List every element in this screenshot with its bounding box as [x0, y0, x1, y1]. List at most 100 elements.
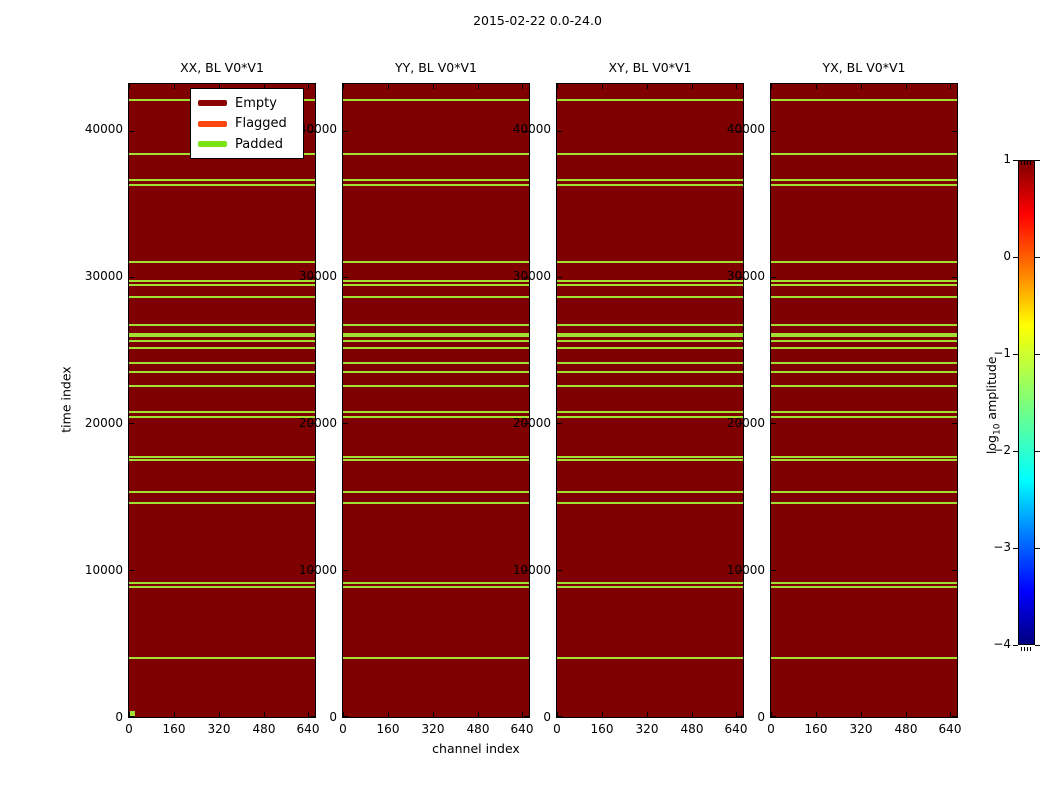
padded-row-line — [557, 459, 743, 461]
x-tick-label: 480 — [894, 722, 918, 736]
y-tick-mark — [343, 570, 348, 571]
y-tick-mark — [129, 423, 134, 424]
y-tick-label: 10000 — [726, 563, 765, 577]
x-tick-mark — [388, 84, 389, 89]
padded-row-line — [557, 411, 743, 413]
x-tick-mark — [647, 84, 648, 89]
y-tick-mark — [738, 277, 743, 278]
x-tick-mark — [433, 712, 434, 717]
y-tick-label: 30000 — [298, 269, 337, 283]
padded-row-line — [343, 491, 529, 493]
colorbar-tick-mark — [1013, 354, 1018, 355]
x-tick-mark — [906, 84, 907, 89]
colorbar-tick-mark — [1035, 451, 1040, 452]
padded-row-line — [771, 416, 957, 418]
padded-row-line — [343, 456, 529, 458]
padded-row-line — [129, 333, 315, 337]
x-tick-mark — [308, 84, 309, 89]
x-tick-mark — [219, 84, 220, 89]
y-tick-label: 30000 — [726, 269, 765, 283]
padded-row-line — [557, 456, 743, 458]
y-tick-mark — [952, 277, 957, 278]
padded-row-line — [771, 296, 957, 298]
padded-row-line — [557, 416, 743, 418]
y-tick-label: 10000 — [512, 563, 551, 577]
y-tick-label: 40000 — [298, 122, 337, 136]
padded-row-line — [129, 459, 315, 461]
padded-row-line — [129, 456, 315, 458]
padded-row-line — [129, 296, 315, 298]
x-tick-mark — [861, 84, 862, 89]
y-tick-mark — [557, 570, 562, 571]
colorbar-tick-label: −3 — [993, 540, 1011, 554]
padded-row-line — [129, 657, 315, 659]
padded-row-line — [129, 582, 315, 584]
x-tick-mark — [950, 84, 951, 89]
colorbar-tick-label: −4 — [993, 637, 1011, 651]
padded-row-line — [557, 153, 743, 155]
subplot-title: YY, BL V0*V1 — [395, 60, 477, 75]
y-tick-mark — [771, 277, 776, 278]
y-tick-label: 20000 — [512, 416, 551, 430]
x-tick-mark — [478, 712, 479, 717]
y-tick-mark — [952, 716, 957, 717]
x-tick-label: 160 — [376, 722, 400, 736]
padded-row-line — [557, 586, 743, 588]
padded-row-line — [557, 184, 743, 186]
y-tick-mark — [310, 131, 315, 132]
padded-row-line — [129, 371, 315, 373]
x-tick-mark — [736, 84, 737, 89]
x-tick-mark — [692, 84, 693, 89]
y-tick-label: 10000 — [84, 563, 123, 577]
x-tick-label: 480 — [466, 722, 490, 736]
padded-row-line — [343, 459, 529, 461]
heatmap-panel — [342, 83, 530, 718]
padded-row-line — [129, 347, 315, 349]
x-tick-mark — [264, 84, 265, 89]
y-tick-mark — [310, 277, 315, 278]
padded-row-line — [343, 586, 529, 588]
padded-row-line — [771, 371, 957, 373]
x-tick-label: 0 — [767, 722, 775, 736]
x-tick-mark — [602, 712, 603, 717]
colorbar-tick-mark — [1035, 548, 1040, 549]
heatmap-panel — [128, 83, 316, 718]
padded-row-line — [343, 411, 529, 413]
colorbar-tick-label: −1 — [993, 346, 1011, 360]
y-tick-label: 40000 — [512, 122, 551, 136]
padded-row-line — [343, 153, 529, 155]
colorbar-tick-label: 1 — [1003, 152, 1011, 166]
legend-label: Empty — [235, 95, 277, 111]
x-tick-mark — [736, 712, 737, 717]
y-tick-mark — [771, 423, 776, 424]
x-tick-mark — [129, 712, 130, 717]
padded-row-line — [343, 99, 529, 101]
y-tick-label: 0 — [543, 710, 551, 724]
y-tick-mark — [738, 131, 743, 132]
empty-color-swatch — [198, 100, 227, 106]
padded-row-line — [343, 362, 529, 364]
y-tick-mark — [738, 423, 743, 424]
padded-row-line — [771, 491, 957, 493]
y-tick-mark — [310, 716, 315, 717]
padded-row-line — [771, 340, 957, 342]
padded-row-line — [557, 261, 743, 263]
padded-row-line — [557, 284, 743, 286]
padded-row-line — [771, 179, 957, 181]
padded-row-line — [129, 280, 315, 282]
padded-row-line — [343, 324, 529, 326]
padded-row-line — [771, 99, 957, 101]
x-tick-label: 160 — [804, 722, 828, 736]
padded-row-line — [771, 261, 957, 263]
y-tick-mark — [524, 131, 529, 132]
padded-row-line — [343, 340, 529, 342]
x-tick-mark — [343, 84, 344, 89]
x-tick-mark — [602, 84, 603, 89]
x-tick-mark — [906, 712, 907, 717]
padded-row-line — [129, 284, 315, 286]
colorbar-axis-label: log10 amplitude — [983, 356, 1003, 455]
legend-label: Flagged — [235, 116, 287, 131]
padded-row-line — [343, 582, 529, 584]
colorbar-minor-ticks-bottom — [1021, 647, 1032, 651]
padded-row-line — [343, 371, 529, 373]
